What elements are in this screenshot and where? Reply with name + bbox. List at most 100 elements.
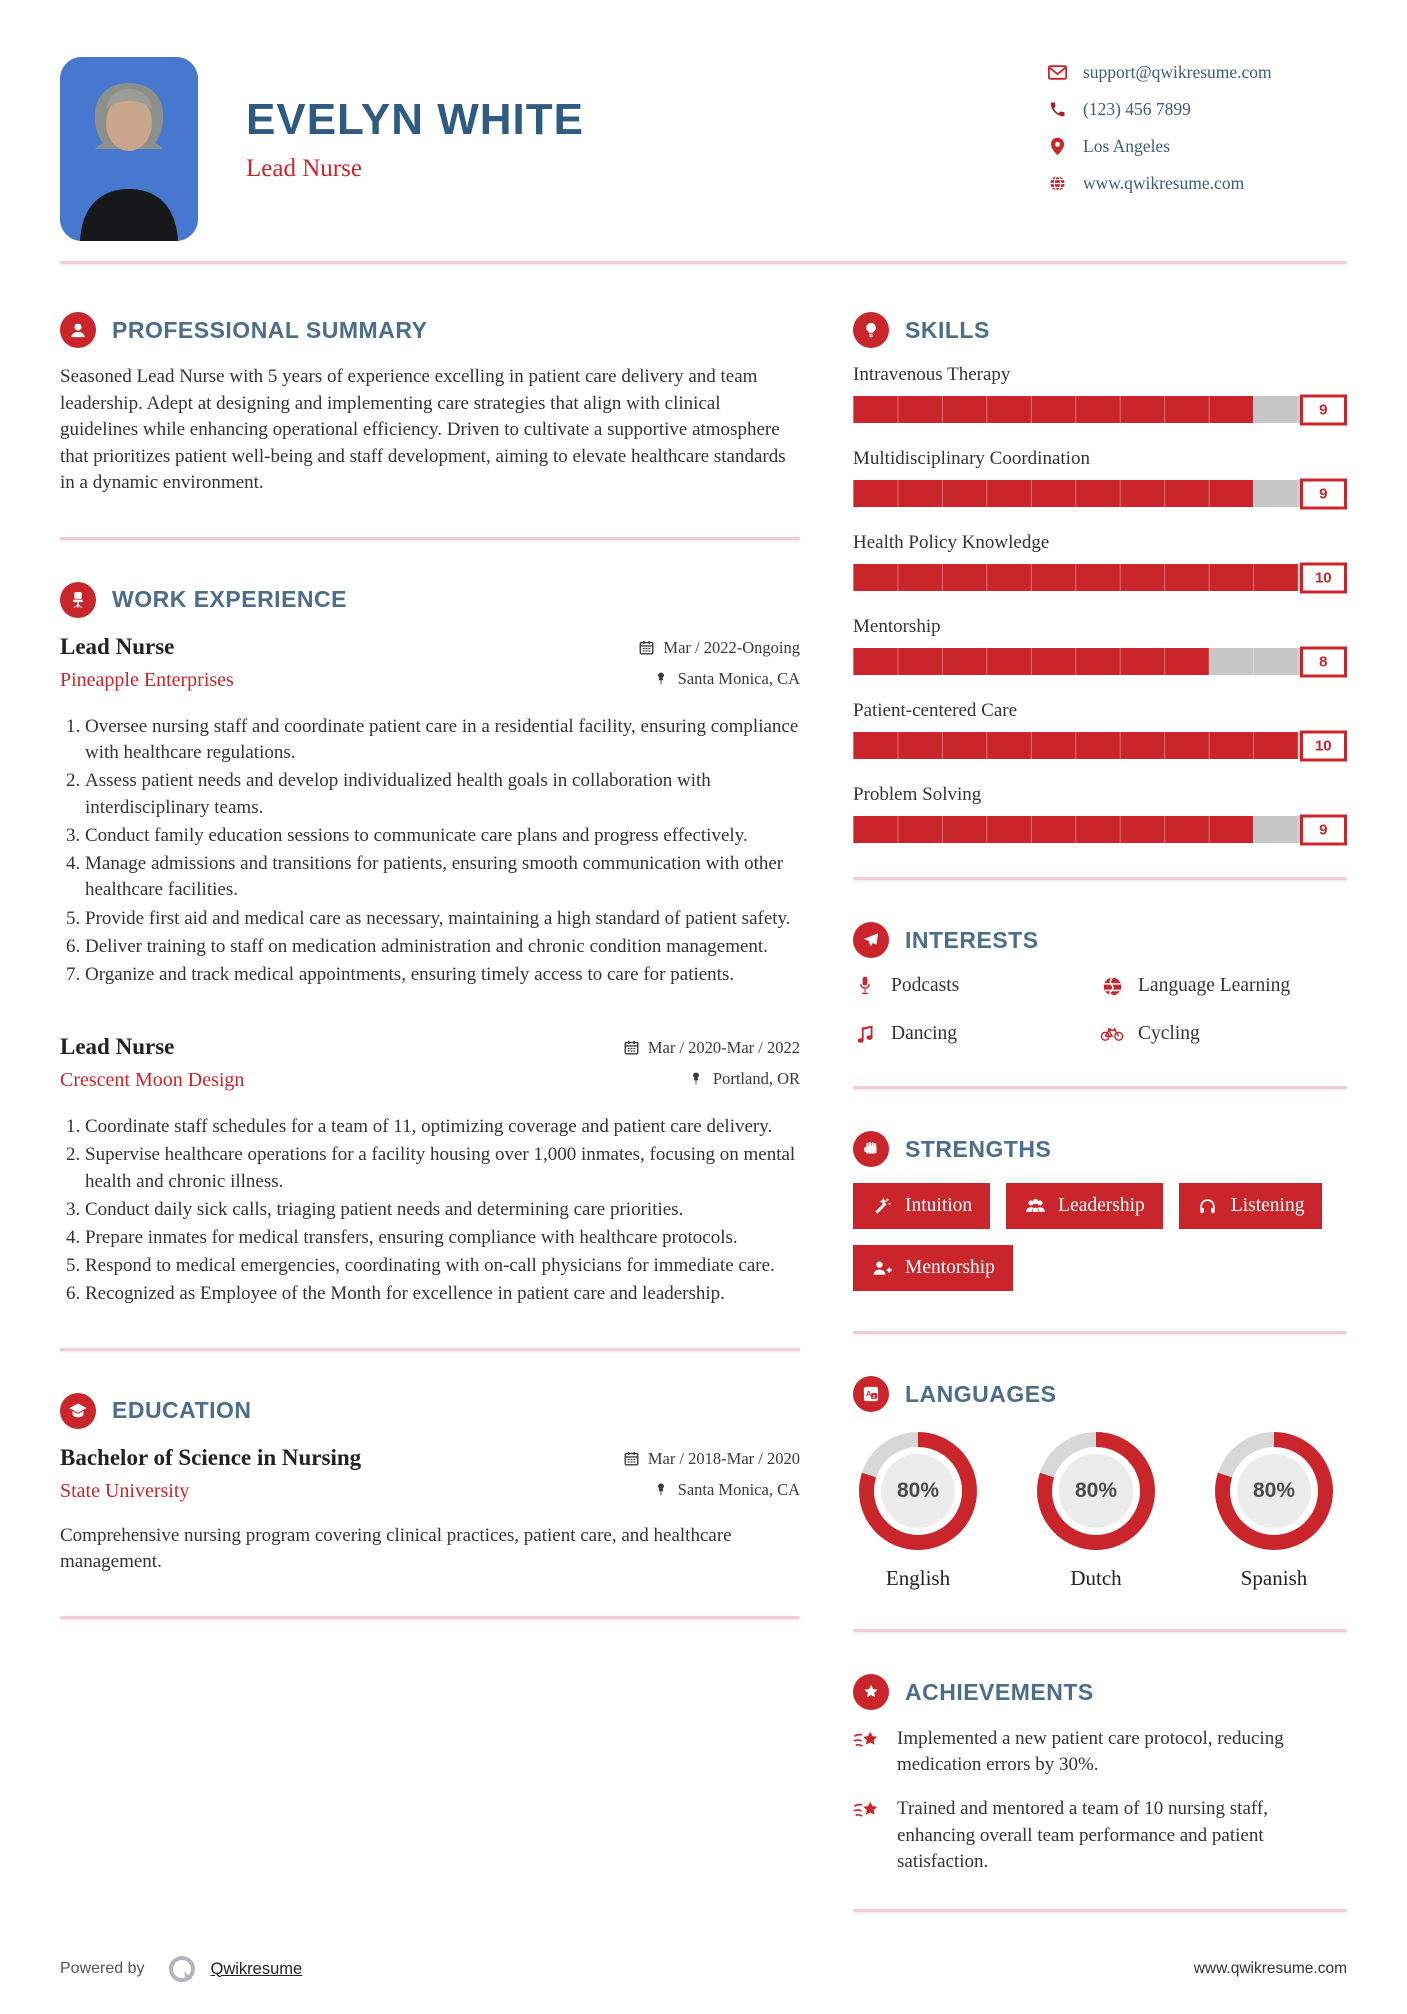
language-label: English (885, 1566, 951, 1590)
language-donut-chart: 80% (1215, 1432, 1333, 1550)
lightbulb-icon (853, 312, 889, 348)
star-icon (853, 1674, 889, 1710)
section-divider (60, 1615, 800, 1619)
interests-grid: Podcasts Language Learning Dancing (853, 974, 1347, 1046)
contact-location: Los Angeles (1047, 136, 1347, 157)
experience-heading: WORK EXPERIENCE (112, 586, 347, 613)
pushpin-icon (654, 671, 670, 687)
education-description: Comprehensive nursing program covering c… (60, 1524, 732, 1573)
magic-wand-icon (871, 1195, 893, 1217)
shooting-star-icon (853, 1728, 883, 1758)
skill-label: Patient-centered Care (853, 700, 1018, 721)
job-bullet: Coordinate staff schedules for a team of… (85, 1114, 800, 1140)
footer-site-link[interactable]: www.qwikresume.com (1193, 1960, 1347, 1978)
interest-item: Podcasts (853, 974, 1100, 998)
skill-label: Intravenous Therapy (853, 364, 1011, 385)
phone-icon (1047, 100, 1067, 120)
person-plus-icon (871, 1257, 893, 1279)
job-bullet-list: Coordinate staff schedules for a team of… (60, 1114, 800, 1308)
job-bullet: Deliver training to staff on medication … (85, 934, 800, 960)
right-column: SKILLS Intravenous Therapy 9 Multidiscip… (853, 312, 1347, 1913)
job-company: Crescent Moon Design (60, 1069, 245, 1092)
job-bullet-list: Oversee nursing staff and coordinate pat… (60, 714, 800, 988)
section-divider (853, 877, 1347, 880)
location-pin-icon (1047, 137, 1067, 157)
office-chair-icon (60, 581, 96, 618)
skill-bar: 8 (853, 646, 1347, 677)
microphone-icon (853, 974, 877, 998)
skill-item: Problem Solving 9 (853, 784, 1347, 845)
person-job-title: Lead Nurse (246, 155, 362, 182)
strength-label: Mentorship (905, 1257, 995, 1278)
job-meta: Mar / 2020-Mar / 2022 Portland, OR (624, 1034, 800, 1100)
shooting-star-icon (853, 1798, 883, 1828)
summary-text: Seasoned Lead Nurse with 5 years of expe… (60, 366, 786, 494)
experience-section-header: WORK EXPERIENCE (60, 581, 800, 618)
skill-bar: 10 (853, 562, 1347, 593)
globe-icon (1100, 974, 1124, 998)
skill-item: Patient-centered Care 10 (853, 700, 1347, 761)
achievement-item: Trained and mentored a team of 10 nursin… (853, 1796, 1347, 1875)
degree-title: Bachelor of Science in Nursing (60, 1444, 362, 1470)
svg-text:A: A (866, 1389, 872, 1398)
skill-item: Mentorship 8 (853, 616, 1347, 677)
job-bullet: Assess patient needs and develop individ… (85, 768, 800, 820)
education-location: Santa Monica, CA (677, 1479, 800, 1499)
skill-item: Intravenous Therapy 9 (853, 364, 1347, 425)
education-entry: Bachelor of Science in Nursing State Uni… (60, 1445, 800, 1576)
achievement-text: Trained and mentored a team of 10 nursin… (897, 1798, 1268, 1872)
job-header: Lead Nurse Pineapple Enterprises Mar / 2… (60, 634, 800, 700)
interest-item: Dancing (853, 1022, 1100, 1046)
school-name: State University (60, 1479, 190, 1502)
skill-bar-fill (853, 564, 1298, 591)
section-divider (853, 1086, 1347, 1089)
strength-badges: Intuition Leadership Listening (853, 1183, 1347, 1291)
strength-label: Leadership (1058, 1195, 1145, 1216)
person-name: EVELYN WHITE (246, 95, 584, 144)
education-header: Bachelor of Science in Nursing State Uni… (60, 1445, 800, 1511)
skill-label: Problem Solving (853, 784, 982, 805)
contact-website[interactable]: www.qwikresume.com (1047, 173, 1347, 194)
graduation-cap-icon (60, 1392, 96, 1429)
job-bullet: Oversee nursing staff and coordinate pat… (85, 714, 800, 766)
strength-label: Intuition (905, 1195, 973, 1216)
job-dates: Mar / 2022-Ongoing (663, 637, 800, 657)
job-bullet: Conduct daily sick calls, triaging patie… (85, 1197, 800, 1223)
qwikresume-logo-icon (167, 1954, 197, 1984)
job-dates: Mar / 2020-Mar / 2022 (647, 1038, 800, 1058)
language-label: Spanish (1240, 1566, 1308, 1590)
skill-bar-fill (853, 648, 1209, 675)
interest-label: Language Learning (1138, 975, 1291, 996)
job-company: Pineapple Enterprises (60, 668, 234, 691)
skill-label: Mentorship (853, 616, 941, 637)
language-label: Dutch (1070, 1566, 1122, 1590)
strengths-section-header: STRENGTHS (853, 1131, 1347, 1167)
paper-plane-icon (853, 922, 889, 958)
skill-bar-fill (853, 480, 1254, 507)
achievements-heading: ACHIEVEMENTS (905, 1678, 1094, 1705)
interest-item: Language Learning (1100, 974, 1347, 998)
section-divider (60, 536, 800, 540)
contact-email[interactable]: support@qwikresume.com (1047, 62, 1347, 83)
svg-text:Z: Z (873, 1394, 876, 1399)
headphones-icon (1197, 1195, 1219, 1217)
skill-bar: 9 (853, 478, 1347, 509)
achievement-item: Implemented a new patient care protocol,… (853, 1726, 1347, 1778)
language-percent: 80% (896, 1479, 940, 1502)
skills-heading: SKILLS (905, 316, 990, 343)
qwikresume-link[interactable]: Qwikresume (210, 1959, 303, 1978)
language-percent: 80% (1074, 1479, 1118, 1502)
raised-fist-icon (853, 1131, 889, 1167)
section-divider (853, 1629, 1347, 1632)
calendar-icon (624, 1040, 640, 1056)
strength-badge-mentorship: Mentorship (853, 1245, 1013, 1291)
education-section-header: EDUCATION (60, 1392, 800, 1429)
language-item: 80% English (859, 1432, 977, 1591)
section-divider (853, 1331, 1347, 1334)
strength-label: Listening (1230, 1195, 1305, 1216)
language-donut-chart: 80% (1037, 1432, 1155, 1550)
job-bullet: Supervise healthcare operations for a fa… (85, 1142, 800, 1194)
